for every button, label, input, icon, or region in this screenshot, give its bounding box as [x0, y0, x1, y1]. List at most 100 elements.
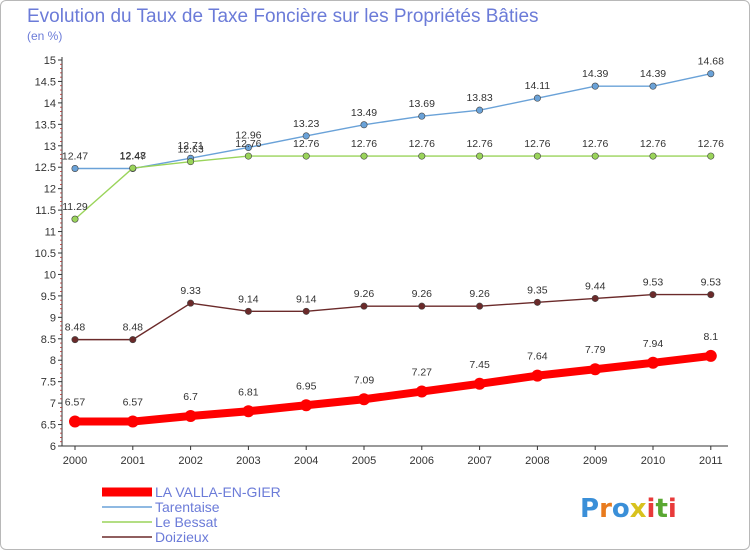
chart-subtitle: (en %) — [27, 29, 62, 43]
data-point — [591, 294, 599, 302]
data-label: 9.14 — [238, 293, 259, 305]
x-tick-label: 2003 — [236, 455, 260, 467]
y-tick-label: 14.5 — [35, 76, 56, 88]
data-label: 12.48 — [120, 150, 146, 162]
data-label: 12.96 — [235, 129, 261, 141]
data-point — [418, 112, 426, 120]
x-tick-label: 2011 — [699, 455, 723, 467]
data-label: 12.76 — [698, 138, 724, 150]
data-label: 11.29 — [62, 201, 88, 213]
data-label: 14.68 — [698, 56, 724, 68]
data-point — [418, 152, 426, 160]
data-label: 12.71 — [177, 140, 203, 152]
data-label: 12.76 — [293, 138, 319, 150]
data-point — [533, 152, 541, 160]
data-label: 7.45 — [469, 359, 490, 371]
legend-label: Tarentaise — [155, 499, 220, 515]
data-label: 9.26 — [412, 288, 433, 300]
data-label: 13.83 — [466, 92, 492, 104]
logo-letter: o — [612, 494, 630, 524]
data-point — [126, 415, 139, 428]
data-point — [360, 152, 368, 160]
x-tick-label: 2005 — [352, 455, 376, 467]
data-label: 14.11 — [525, 80, 551, 92]
data-label: 12.76 — [235, 138, 261, 150]
data-label: 7.27 — [412, 367, 433, 379]
data-point — [476, 302, 484, 310]
y-tick-label: 12 — [44, 184, 56, 196]
data-label: 9.26 — [354, 288, 375, 300]
data-point — [358, 393, 370, 406]
data-point — [244, 307, 252, 315]
data-label: 6.7 — [183, 391, 198, 403]
data-labels: 6.57 6.57 6.7 6.81 6.95 7.09 7.27 7.45 7.64 7.79 7… — [62, 56, 724, 409]
data-label: 6.81 — [238, 386, 259, 398]
y-tick-label: 10.5 — [35, 248, 56, 260]
data-point — [360, 302, 368, 310]
data-label: 7.94 — [643, 338, 664, 350]
data-point — [360, 121, 368, 129]
logo-letter: i — [668, 494, 677, 524]
data-label: 12.76 — [409, 138, 435, 150]
data-label: 12.76 — [524, 138, 550, 150]
logo-letter: t — [655, 494, 667, 524]
axes — [61, 57, 728, 447]
data-label: 12.76 — [640, 138, 666, 150]
y-tick-label: 6 — [50, 441, 56, 453]
data-label: 9.53 — [701, 277, 722, 289]
data-point — [302, 132, 310, 140]
data-label: 6.95 — [296, 380, 317, 392]
data-point — [476, 106, 484, 114]
x-tick-label: 2007 — [467, 455, 491, 467]
data-label: 9.44 — [585, 280, 606, 292]
series-lines — [69, 70, 717, 428]
y-tick-label: 13.5 — [35, 119, 56, 131]
data-point — [531, 369, 544, 382]
data-point — [244, 152, 252, 160]
x-tick-label: 2008 — [525, 455, 549, 467]
x-tick-label: 2001 — [121, 455, 145, 467]
data-point — [302, 307, 310, 315]
data-point — [69, 415, 81, 428]
data-point — [71, 165, 79, 173]
data-label: 12.76 — [582, 138, 608, 150]
data-label: 12.47 — [120, 151, 146, 163]
y-tick-label: 10 — [44, 269, 56, 281]
series-la-valla-en-gier — [69, 349, 717, 428]
data-label: 8.48 — [65, 322, 86, 334]
series-line — [74, 155, 712, 220]
data-point — [129, 164, 137, 172]
data-label: 9.14 — [296, 293, 317, 305]
y-tick-label: 11.5 — [35, 205, 56, 217]
data-point — [476, 152, 484, 160]
data-label: 12.47 — [62, 151, 88, 163]
chart-title: Evolution du Taux de Taxe Foncière sur l… — [27, 6, 539, 27]
data-point — [242, 405, 255, 418]
legend-label: Doizieux — [155, 529, 209, 545]
y-tick-label: 9 — [50, 312, 56, 324]
data-point — [589, 363, 602, 376]
y-tick-label: 6.5 — [41, 420, 56, 432]
y-tick-label: 12.5 — [35, 162, 56, 174]
logo-letter: i — [647, 494, 656, 524]
x-tick-label: 2004 — [294, 455, 318, 467]
data-point — [187, 158, 195, 166]
data-label: 14.39 — [582, 68, 608, 80]
data-point — [704, 349, 717, 362]
series-line — [71, 351, 715, 426]
data-point — [71, 336, 79, 344]
legend-label: LA VALLA-EN-GIER — [155, 484, 281, 500]
x-tick-label: 2000 — [63, 455, 87, 467]
data-label: 12.76 — [351, 138, 377, 150]
data-point — [71, 215, 79, 223]
logo-letter: P — [580, 494, 599, 524]
data-label: 13.49 — [351, 107, 377, 119]
data-point — [415, 385, 428, 398]
legend-label: Le Bessat — [155, 514, 217, 530]
data-label: 13.69 — [409, 98, 435, 110]
data-point — [707, 70, 715, 78]
series-line — [74, 293, 712, 341]
y-tick-label: 14 — [44, 98, 56, 110]
